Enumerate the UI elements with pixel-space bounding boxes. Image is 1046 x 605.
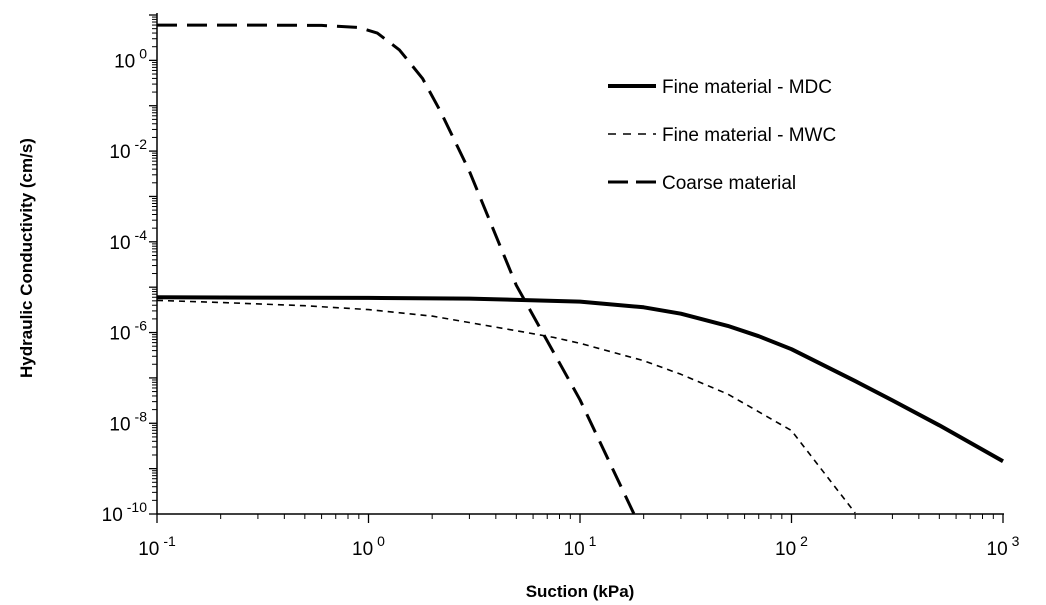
y-tick-label: 10 -8	[109, 408, 147, 435]
legend-label-1: Fine material - MDC	[662, 77, 832, 98]
series-line-1	[156, 295, 1004, 464]
y-tick-label: 10 -10	[102, 499, 148, 526]
y-axis-title: Hydraulic Conductivity (cm/s)	[17, 138, 36, 378]
x-axis-title: Suction (kPa)	[526, 582, 635, 601]
x-tick-label: 10 2	[775, 533, 808, 560]
series-line-3	[157, 23, 636, 515]
legend-label-3: Coarse material	[662, 173, 796, 194]
x-tick-label: 10 -1	[138, 533, 176, 560]
x-tick-label: 10 3	[987, 533, 1020, 560]
legend-label-2: Fine material - MWC	[662, 125, 836, 146]
y-tick-label: 10 -2	[109, 136, 147, 163]
y-tick-label: 10 -6	[109, 318, 147, 345]
series-line-2	[156, 299, 856, 514]
y-tick-label: 10 -4	[109, 227, 147, 254]
x-tick-label: 10 0	[352, 533, 385, 560]
x-tick-label: 10 1	[564, 533, 597, 560]
y-tick-label: 10 0	[114, 45, 147, 72]
